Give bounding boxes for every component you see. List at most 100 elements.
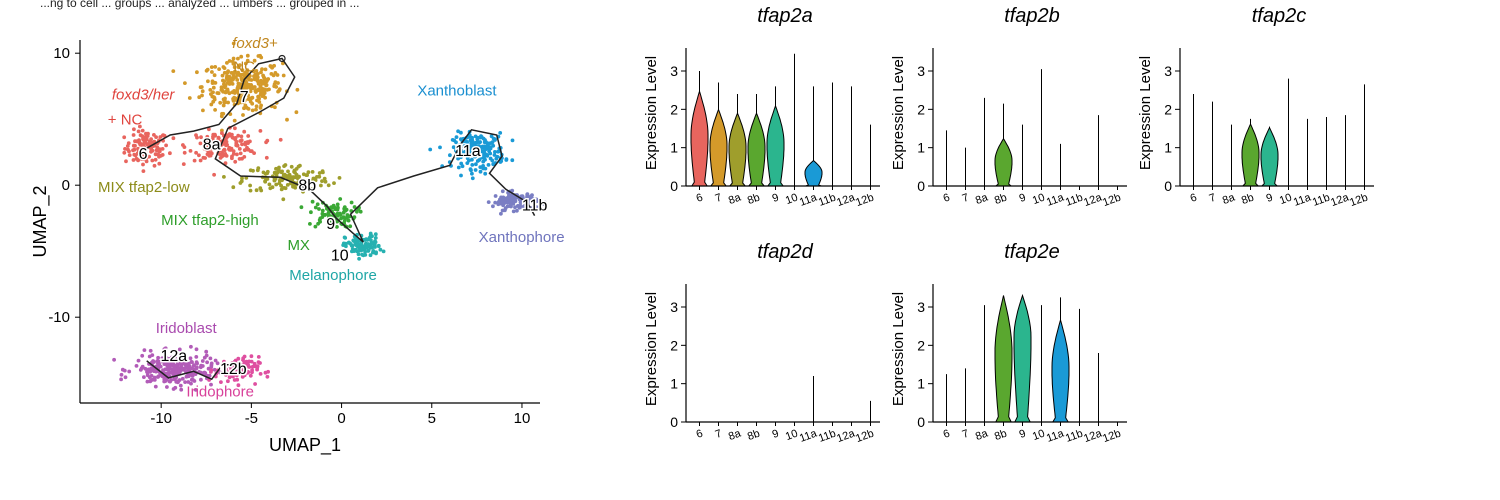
- point: [278, 137, 283, 142]
- point: [259, 70, 263, 75]
- point: [438, 145, 442, 150]
- cell-type-label: Iridophore: [186, 383, 254, 400]
- x-tick-label: 6: [942, 192, 952, 205]
- point: [488, 151, 493, 156]
- x-tick-label: 12b: [854, 192, 875, 210]
- point: [181, 366, 186, 371]
- point: [187, 96, 192, 100]
- point: [483, 171, 488, 176]
- point: [485, 153, 489, 157]
- point: [122, 135, 127, 140]
- point: [265, 78, 269, 83]
- point: [231, 185, 236, 190]
- x-tick-label: 11b: [817, 428, 838, 445]
- point: [303, 180, 307, 185]
- point: [504, 196, 509, 201]
- point: [221, 97, 226, 102]
- point: [232, 118, 237, 123]
- cluster-12a-points: [112, 344, 235, 392]
- point: [222, 70, 227, 75]
- point: [276, 168, 281, 172]
- point: [263, 179, 268, 184]
- violin-body: [1013, 293, 1032, 423]
- cluster-8b-points: [222, 163, 342, 202]
- point: [271, 73, 276, 78]
- point: [493, 200, 498, 205]
- point: [256, 355, 261, 359]
- point: [172, 366, 177, 371]
- point: [221, 103, 226, 108]
- point: [132, 152, 137, 157]
- point: [248, 373, 253, 378]
- point: [518, 200, 523, 205]
- point: [256, 360, 261, 364]
- point: [283, 163, 288, 167]
- point: [194, 347, 199, 352]
- y-tick-label: 0: [917, 414, 925, 430]
- cluster-number-label: 8a: [203, 137, 221, 154]
- point: [119, 377, 123, 382]
- panel-title: tfap2c: [1252, 5, 1306, 27]
- point: [194, 133, 198, 137]
- x-tick-label: -5: [245, 410, 258, 427]
- point: [156, 152, 161, 157]
- point: [230, 132, 234, 137]
- point: [295, 87, 300, 92]
- x-tick-label: 7: [714, 428, 724, 441]
- point: [164, 367, 169, 372]
- point: [254, 188, 259, 193]
- point: [219, 380, 223, 384]
- point: [486, 163, 491, 167]
- x-tick-label: 8b: [746, 192, 762, 207]
- point: [195, 361, 200, 366]
- point: [527, 198, 532, 203]
- violin-body: [1260, 126, 1279, 187]
- point: [219, 148, 224, 153]
- point: [119, 372, 124, 377]
- point: [310, 170, 315, 174]
- point: [156, 375, 160, 379]
- point: [160, 356, 165, 361]
- point: [227, 59, 232, 63]
- point: [134, 139, 139, 144]
- point: [120, 367, 125, 372]
- point: [188, 356, 193, 361]
- y-tick-label: 3: [1164, 63, 1172, 79]
- point: [253, 382, 257, 386]
- violin-body: [690, 89, 709, 187]
- point: [243, 61, 248, 66]
- point: [483, 138, 487, 142]
- point: [207, 373, 212, 378]
- point: [471, 143, 475, 148]
- point: [231, 73, 236, 78]
- x-tick-label: 12b: [854, 428, 875, 446]
- point: [341, 210, 346, 215]
- point: [250, 368, 255, 372]
- point: [238, 181, 243, 185]
- point: [192, 158, 197, 163]
- point: [358, 209, 363, 214]
- point: [461, 149, 466, 154]
- point: [309, 210, 313, 215]
- point: [256, 166, 261, 171]
- point: [179, 387, 184, 392]
- point: [241, 374, 245, 379]
- point: [191, 378, 195, 382]
- point: [459, 130, 463, 135]
- point: [241, 356, 246, 361]
- point: [478, 169, 483, 174]
- point: [208, 356, 213, 361]
- cluster-8a-points: [171, 125, 283, 177]
- point: [211, 99, 216, 104]
- point: [200, 93, 204, 98]
- panel-title: tfap2a: [757, 5, 813, 27]
- y-axis-title: Expression Level: [643, 292, 660, 406]
- point: [263, 370, 268, 375]
- point: [275, 73, 280, 77]
- point: [207, 127, 211, 132]
- point: [240, 142, 244, 147]
- point: [492, 153, 497, 157]
- point: [508, 199, 513, 204]
- panel-title: tfap2d: [757, 241, 813, 263]
